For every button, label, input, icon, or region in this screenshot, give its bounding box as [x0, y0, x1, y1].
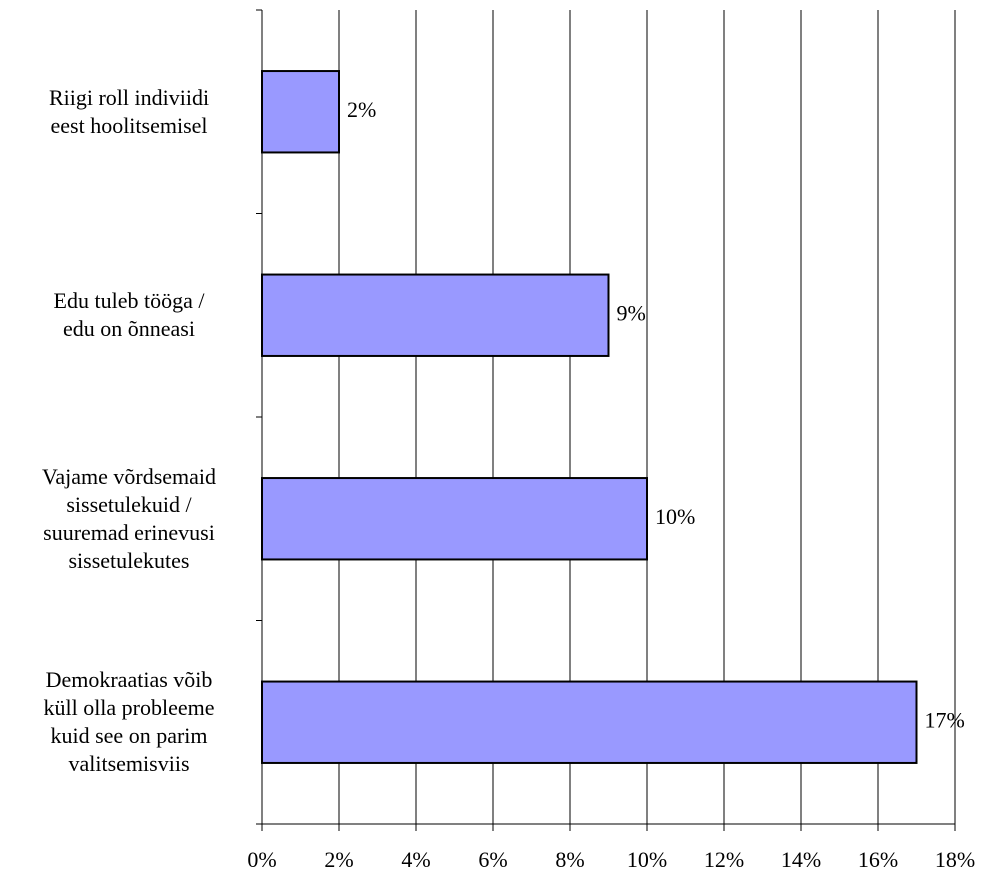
bar — [261, 70, 340, 154]
x-tick-label: 18% — [935, 847, 975, 872]
value-label: 9% — [617, 300, 646, 325]
x-tick-label: 2% — [324, 847, 353, 872]
x-tick-label: 14% — [781, 847, 821, 872]
y-tick-label: Vajame võrdsemaid sissetulekuid / suurem… — [41, 463, 217, 573]
x-tick-label: 6% — [478, 847, 507, 872]
x-tick-label: 4% — [401, 847, 430, 872]
value-label: 17% — [925, 707, 965, 732]
x-tick-label: 10% — [627, 847, 667, 872]
value-label: 10% — [655, 504, 695, 529]
x-tick-label: 12% — [704, 847, 744, 872]
bar — [261, 273, 610, 357]
bar — [261, 680, 918, 764]
value-label: 2% — [347, 97, 376, 122]
x-tick-label: 16% — [858, 847, 898, 872]
x-tick-label: 0% — [247, 847, 276, 872]
y-tick-label: Edu tuleb tööga / edu on õnneasi — [53, 288, 205, 342]
y-tick-label: Riigi roll indiviidi eest hoolitsemisel — [48, 84, 210, 138]
y-tick-label: Demokraatias võib küll olla probleeme ku… — [43, 667, 215, 777]
x-tick-label: 8% — [555, 847, 584, 872]
bar — [261, 477, 648, 561]
